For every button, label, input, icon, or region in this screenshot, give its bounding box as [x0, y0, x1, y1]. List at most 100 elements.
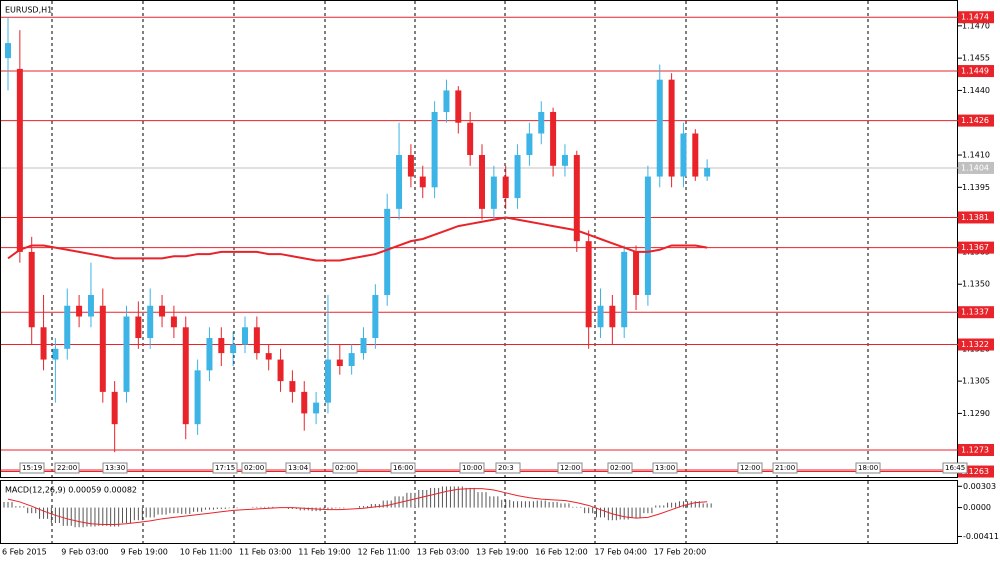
x-tick-label: 17 Feb 04:00 — [595, 548, 647, 557]
candle-body — [265, 353, 272, 360]
x-tick-label: 16 Feb 12:00 — [535, 548, 587, 557]
moving-average — [7, 216, 708, 262]
event-box — [19, 462, 45, 474]
candle-body — [407, 155, 414, 177]
event-label: 12:00 — [740, 464, 760, 472]
x-tick-label: 11 Feb 19:00 — [298, 548, 350, 557]
candle-body — [455, 90, 462, 123]
event-label: 10:00 — [462, 464, 482, 472]
level-box — [958, 338, 994, 351]
y-tick-label: 1.1305 — [962, 377, 990, 386]
candle-body — [40, 327, 47, 360]
level-box — [958, 114, 994, 127]
event-label: 12:00 — [560, 464, 580, 472]
x-tick-label: 9 Feb 19:00 — [121, 548, 168, 557]
event-box — [102, 462, 128, 474]
x-tick-label: 12 Feb 11:00 — [358, 548, 410, 557]
candle-body — [28, 251, 35, 328]
candle-body — [526, 133, 533, 156]
event-label: 17:15 — [215, 464, 235, 472]
candle-body — [502, 176, 509, 199]
chart-title: EURUSD,H1 — [5, 6, 52, 15]
candle-body — [206, 338, 213, 371]
event-box — [772, 462, 798, 474]
y-tick-label: -0.00411 — [963, 532, 999, 541]
current-price-label: 1.1404 — [961, 163, 989, 172]
candle-body — [692, 133, 699, 177]
candle-body — [135, 316, 142, 339]
level-label: 1.1426 — [961, 116, 989, 125]
event-box — [241, 462, 267, 474]
candle-body — [348, 353, 355, 367]
candle-body — [396, 155, 403, 209]
candle-body — [633, 251, 640, 295]
candle-body — [182, 327, 189, 425]
event-box — [855, 462, 881, 474]
event-box — [390, 462, 416, 474]
candle-body — [621, 251, 628, 328]
event-label: 02:00 — [610, 464, 630, 472]
candle-body — [123, 316, 130, 392]
level-box — [958, 11, 994, 24]
candle-body — [16, 68, 23, 252]
candle-body — [490, 176, 497, 209]
candle-body — [218, 338, 225, 354]
current-price-box — [958, 161, 994, 174]
event-box — [737, 462, 763, 474]
candle-body — [372, 294, 379, 339]
event-box — [332, 462, 358, 474]
candle-body — [230, 344, 237, 354]
event-label: 20:3 — [498, 464, 514, 472]
candle-body — [479, 155, 485, 209]
event-box — [495, 462, 521, 474]
candle-body — [680, 133, 687, 177]
event-box — [607, 462, 633, 474]
event-label: 02:00 — [244, 464, 264, 472]
x-tick-label: 13 Feb 19:00 — [476, 548, 528, 557]
candle-body — [170, 316, 177, 328]
y-tick-label: 1.1455 — [962, 54, 990, 63]
candle-body — [87, 294, 94, 317]
candle-body — [336, 359, 343, 367]
candle-body — [52, 348, 59, 360]
candle-body — [585, 241, 592, 328]
event-label: 16:45 — [945, 464, 965, 472]
y-tick-label: 1.1410 — [962, 151, 990, 160]
candle-body — [111, 391, 118, 425]
candle-body — [538, 111, 545, 134]
macd-title: MACD(12,26,9) 0.00059 0.00082 — [5, 486, 137, 495]
main-frame — [0, 0, 958, 478]
level-box — [958, 306, 994, 319]
event-label: 02:00 — [335, 464, 355, 472]
candle-body — [644, 176, 651, 295]
signal-line — [7, 488, 708, 525]
candle-body — [301, 391, 308, 414]
y-tick-label: 1.1350 — [962, 280, 990, 289]
event-label: 13:30 — [105, 464, 125, 472]
candle-body — [194, 370, 201, 425]
event-label: 21:00 — [775, 464, 795, 472]
level-label: 1.1474 — [961, 13, 989, 22]
candle-body — [431, 111, 438, 188]
x-tick-label: 13 Feb 03:00 — [417, 548, 469, 557]
candle-body — [609, 305, 616, 328]
event-label: 13:04 — [288, 464, 309, 472]
event-label: 13:00 — [655, 464, 675, 472]
candle-body — [704, 167, 711, 177]
event-box — [557, 462, 583, 474]
candle-body — [277, 359, 284, 382]
event-label: 18:00 — [858, 464, 878, 472]
level-label: 1.1367 — [961, 243, 989, 252]
candle-body — [147, 305, 154, 339]
candle-body — [597, 305, 604, 328]
candle-body — [384, 208, 391, 295]
x-tick-label: 9 Feb 03:00 — [61, 548, 108, 557]
candle-body — [561, 155, 568, 166]
candle-body — [289, 381, 296, 392]
candle-body — [5, 43, 11, 59]
level-box — [958, 241, 994, 254]
level-label: 1.1337 — [961, 308, 989, 317]
y-tick-label: 1.1440 — [962, 86, 990, 95]
candle-body — [514, 155, 521, 199]
